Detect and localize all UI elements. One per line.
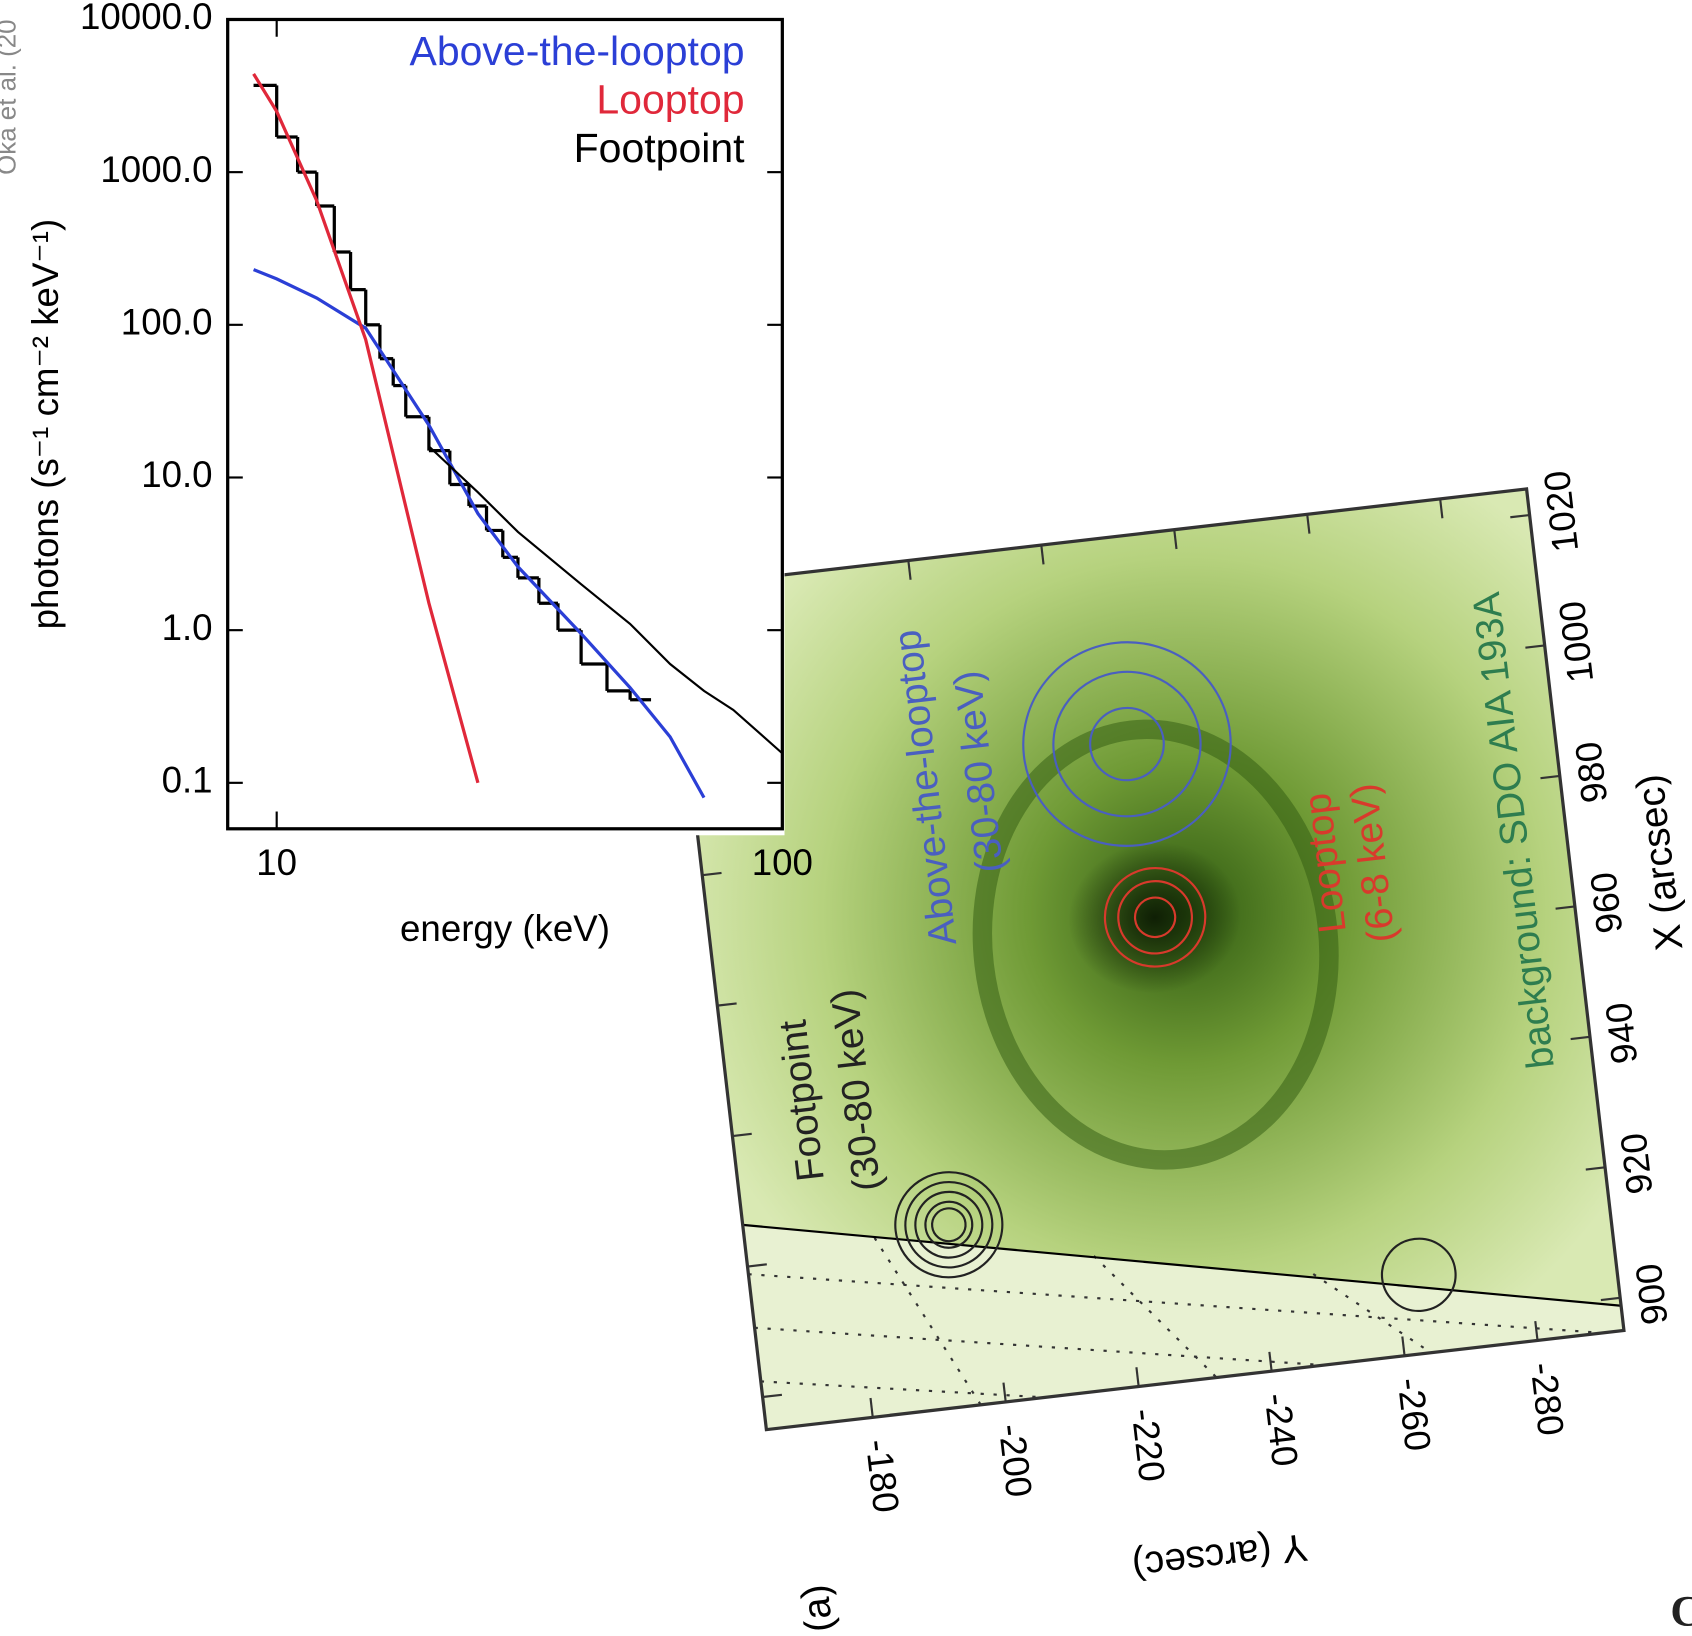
contour: [1103, 866, 1207, 968]
contour: [931, 1207, 967, 1243]
y-tick-label: 920: [1613, 1131, 1661, 1196]
credit: Oka et al. (20: [0, 20, 21, 175]
y-tick-label: 1000.0: [100, 149, 212, 190]
y-tick: [1510, 513, 1530, 519]
y-tick-label: 1020: [1536, 468, 1586, 554]
contour: [924, 1200, 974, 1249]
legend-entry: Footpoint: [574, 125, 746, 171]
x-tick-label: -240: [1257, 1391, 1306, 1469]
y-tick: [747, 1263, 767, 1268]
y-tick: [762, 1393, 783, 1399]
contour: [1022, 641, 1232, 847]
x-tick: [1401, 1336, 1406, 1356]
y-tick-label: 10.0: [141, 454, 212, 495]
series-line: [252, 73, 480, 784]
x-tick-label: -180: [858, 1437, 907, 1515]
x-tick: [1534, 1320, 1539, 1341]
contour: [1380, 1237, 1457, 1313]
x-axis-label: energy (keV): [400, 908, 610, 949]
y-axis-label: photons (s⁻¹ cm⁻² keV⁻¹): [25, 219, 66, 630]
image-panel: -180 -200 -220 -240 -260 -280 900 920 940 960 980 1…: [667, 468, 1691, 1634]
y-tick: [717, 1002, 737, 1007]
y-tick-label: 1.0: [162, 607, 213, 648]
y-tick: [1570, 1035, 1591, 1041]
x-tick: [1040, 544, 1045, 565]
x-tick: [1268, 1351, 1273, 1372]
contour: [894, 1171, 1004, 1279]
spectrum-panel: 0.1 1.0 10.0 100.0 1000.0 10000.0 10 100 energy …: [25, 0, 813, 949]
y-tick-label: 960: [1583, 870, 1631, 935]
y-tick: [1540, 774, 1560, 780]
x-tick: [1439, 498, 1444, 519]
y-tick: [1585, 1166, 1606, 1171]
y-tick: [1555, 905, 1576, 910]
loop-core: [1068, 841, 1241, 994]
x-tick-label: -220: [1124, 1406, 1173, 1484]
x-tick: [869, 1397, 874, 1418]
series-line: [252, 268, 706, 799]
contour: [1089, 706, 1165, 782]
y-tick-label: 0.1: [162, 760, 213, 801]
legend-entry: Looptop: [596, 76, 744, 122]
y-tick: [1525, 644, 1545, 649]
contour: [1052, 670, 1202, 818]
y-tick: [1600, 1296, 1621, 1302]
image-frame: [667, 487, 1626, 1432]
y-tick-label: 980: [1567, 740, 1615, 805]
y-tick-label: 1000: [1551, 599, 1601, 685]
corner-text: C: [1670, 1588, 1692, 1635]
loop: [972, 719, 1339, 1170]
legend-entry: Above-the-looptop: [409, 28, 744, 74]
y-tick-label: 10000.0: [80, 0, 213, 37]
y-tick-label: 900: [1628, 1261, 1676, 1326]
contour: [914, 1190, 984, 1259]
x-tick-label: -200: [991, 1422, 1040, 1500]
y-tick-label: 940: [1598, 1000, 1646, 1065]
y-axis-label: X (arcsec): [1628, 772, 1691, 953]
x-tick-label: 100: [752, 842, 813, 883]
x-tick-label: -280: [1523, 1360, 1572, 1438]
x-tick: [907, 560, 912, 580]
y-tick: [702, 871, 722, 877]
x-tick-label: 10: [256, 842, 297, 883]
spectrum-background: [0, 0, 785, 836]
x-axis-label: Y (arcsec): [1130, 1525, 1310, 1588]
contour: [1133, 896, 1177, 939]
y-tick-label: 100.0: [121, 302, 213, 343]
x-tick: [1173, 529, 1178, 550]
contour: [1117, 880, 1193, 955]
series-line: [428, 445, 783, 755]
x-tick: [1306, 514, 1311, 534]
plot-frame: [226, 17, 784, 831]
x-tick-label: -260: [1390, 1376, 1439, 1454]
y-tick: [732, 1132, 752, 1138]
contour: [904, 1180, 994, 1269]
limb-line: [742, 1223, 1622, 1307]
x-tick: [1002, 1382, 1007, 1403]
coordinate-grid: [748, 1237, 1603, 1406]
panel-label: (a): [793, 1582, 841, 1634]
x-tick: [1135, 1367, 1140, 1387]
